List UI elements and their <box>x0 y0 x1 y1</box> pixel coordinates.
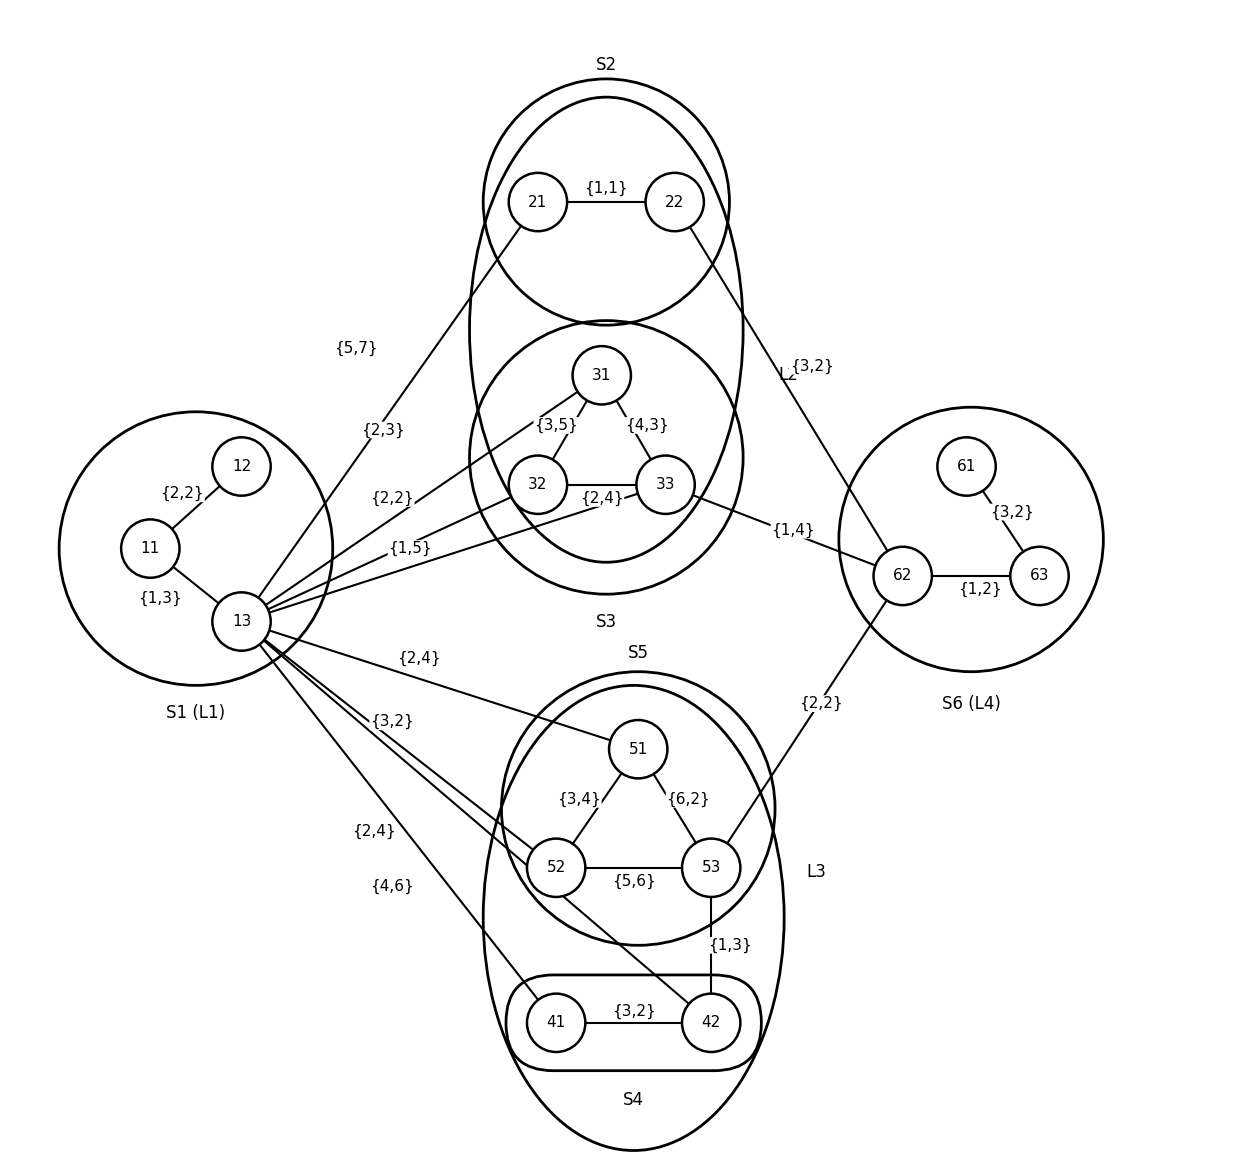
Text: {1,5}: {1,5} <box>388 541 432 556</box>
Text: S2: S2 <box>595 56 616 74</box>
Text: {3,2}: {3,2} <box>991 505 1034 520</box>
Text: {3,4}: {3,4} <box>557 792 601 807</box>
Text: 51: 51 <box>629 742 647 757</box>
Text: S4: S4 <box>624 1091 644 1109</box>
Text: {2,4}: {2,4} <box>580 491 624 506</box>
Text: 63: 63 <box>1029 569 1049 584</box>
Circle shape <box>609 720 667 778</box>
Text: 13: 13 <box>232 614 252 629</box>
Text: {1,3}: {1,3} <box>708 938 751 953</box>
Text: 21: 21 <box>528 195 548 209</box>
Text: L3: L3 <box>806 864 826 881</box>
Text: {5,6}: {5,6} <box>611 874 656 889</box>
Text: S3: S3 <box>595 613 616 630</box>
Text: {2,4}: {2,4} <box>352 823 396 839</box>
Text: {3,2}: {3,2} <box>611 1004 656 1019</box>
Text: 32: 32 <box>528 477 548 492</box>
Text: {3,2}: {3,2} <box>370 714 414 729</box>
Text: {2,4}: {2,4} <box>398 650 441 665</box>
Text: {3,2}: {3,2} <box>790 359 833 374</box>
Text: S1 (L1): S1 (L1) <box>166 704 226 722</box>
Text: 11: 11 <box>140 541 160 556</box>
Text: L2: L2 <box>779 367 799 384</box>
Text: {3,5}: {3,5} <box>534 418 578 433</box>
Circle shape <box>122 519 180 578</box>
Text: 41: 41 <box>547 1016 565 1030</box>
Text: {2,2}: {2,2} <box>799 695 842 712</box>
Text: 62: 62 <box>893 569 913 584</box>
Circle shape <box>646 173 704 231</box>
Circle shape <box>212 438 270 496</box>
Text: 52: 52 <box>547 860 565 875</box>
Circle shape <box>508 455 567 514</box>
Text: {1,4}: {1,4} <box>771 522 815 538</box>
Text: {5,7}: {5,7} <box>334 340 377 355</box>
Text: 33: 33 <box>656 477 676 492</box>
Circle shape <box>937 438 996 496</box>
Circle shape <box>1011 547 1069 605</box>
Text: S5: S5 <box>627 644 649 663</box>
Text: 61: 61 <box>957 459 976 474</box>
Text: {1,1}: {1,1} <box>584 181 629 196</box>
Circle shape <box>508 173 567 231</box>
Circle shape <box>527 994 585 1052</box>
Text: {6,2}: {6,2} <box>667 792 711 807</box>
Circle shape <box>682 838 740 897</box>
Text: 53: 53 <box>702 860 720 875</box>
Text: 22: 22 <box>665 195 684 209</box>
Circle shape <box>527 838 585 897</box>
Text: 42: 42 <box>702 1016 720 1030</box>
Text: {4,3}: {4,3} <box>625 418 670 433</box>
Circle shape <box>212 592 270 650</box>
Circle shape <box>873 547 932 605</box>
Text: S6 (L4): S6 (L4) <box>941 694 1001 713</box>
Text: 31: 31 <box>591 368 611 383</box>
Text: {2,2}: {2,2} <box>371 491 414 506</box>
Text: {1,2}: {1,2} <box>959 582 1002 597</box>
Circle shape <box>573 346 631 404</box>
Text: {2,2}: {2,2} <box>160 486 205 502</box>
Text: {4,6}: {4,6} <box>370 879 414 894</box>
Circle shape <box>682 994 740 1052</box>
Text: 12: 12 <box>232 459 252 474</box>
Circle shape <box>636 455 694 514</box>
Text: {2,3}: {2,3} <box>361 423 404 438</box>
Text: {1,3}: {1,3} <box>138 591 181 606</box>
